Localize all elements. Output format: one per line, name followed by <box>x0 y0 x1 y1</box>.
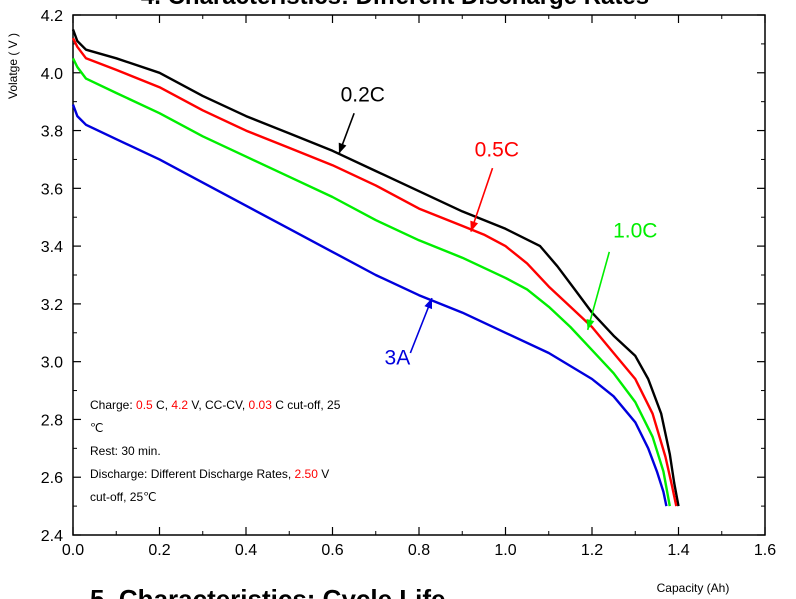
annotation-layer: 0.2C 0.5C 1.0C 3A <box>338 84 657 370</box>
note-segment: ℃ <box>90 421 103 435</box>
y-tick-label: 2.4 <box>41 528 63 545</box>
note-segment: Charge: <box>90 398 136 412</box>
y-tick-label: 3.8 <box>41 124 63 141</box>
bottom-section-heading: 5. Characteristics: Cycle Life <box>90 584 446 599</box>
annotation-arrowhead-0-2c <box>338 142 347 154</box>
series-line-0-5c <box>71 37 678 507</box>
note-segment: C cut-off, 25 <box>272 398 341 412</box>
x-tick-label: 0.6 <box>321 542 343 559</box>
test-conditions-note: Charge: 0.5 C, 4.2 V, CC-CV, 0.03 C cut-… <box>90 398 341 504</box>
note-segment: C, <box>153 398 172 412</box>
series-line-1-0c <box>71 57 671 507</box>
y-tick-label: 2.6 <box>41 470 63 487</box>
note-segment: 0.03 <box>249 398 273 412</box>
y-tick-label: 2.8 <box>41 412 63 429</box>
y-tick-label: 3.4 <box>41 239 63 256</box>
note-segment: Discharge: Different Discharge Rates, <box>90 467 295 481</box>
series-layer <box>71 28 680 507</box>
annotation-arrow-1-0c <box>586 251 611 331</box>
x-tick-label: 0.2 <box>148 542 170 559</box>
y-tick-label: 3.6 <box>41 181 63 198</box>
note-segment: cut-off, 25℃ <box>90 490 157 504</box>
y-tick-label: 3.2 <box>41 297 63 314</box>
series-label-1-0c: 1.0C <box>613 219 657 242</box>
y-tick-label: 4.0 <box>41 66 63 83</box>
x-tick-label: 0.4 <box>235 542 257 559</box>
x-tick-label: 0.8 <box>408 542 430 559</box>
annotation-arrowhead-0-5c <box>470 220 479 232</box>
x-tick-label: 1.2 <box>581 542 603 559</box>
axes: 0.0 0.2 0.4 0.6 0.8 1.0 1.2 1.4 1.6 2.4 2.6 2.8 3.0 3… <box>41 8 776 559</box>
note-segment: 4.2 <box>171 398 188 412</box>
note-segment: 2.50 <box>295 467 319 481</box>
plot-frame <box>72 14 766 536</box>
x-tick-label: 1.6 <box>754 542 776 559</box>
series-line-0-2c <box>71 28 680 507</box>
series-label-3a: 3A <box>385 347 411 370</box>
y-axis-title: Volatge ( V ) <box>6 33 20 99</box>
x-tick-label: 1.4 <box>667 542 689 559</box>
y-tick-label: 3.0 <box>41 355 63 372</box>
top-section-heading: 4. Characteristics: Different Discharge … <box>141 0 649 10</box>
series-line-3a <box>71 104 668 507</box>
annotation-arrow-0-5c <box>470 167 494 232</box>
series-label-0-2c: 0.2C <box>341 84 385 107</box>
annotation-arrowhead-1-0c <box>586 318 595 330</box>
note-segment: V <box>318 467 329 481</box>
x-axis-title: Capacity (Ah) <box>657 581 730 595</box>
x-tick-label: 0.0 <box>62 542 84 559</box>
series-label-0-5c: 0.5C <box>475 139 519 162</box>
annotation-arrowhead-3a <box>424 298 433 310</box>
note-segment: V, CC-CV, <box>188 398 248 412</box>
x-tick-label: 1.0 <box>494 542 516 559</box>
note-segment: Rest: 30 min. <box>90 444 161 458</box>
y-tick-label: 4.2 <box>41 8 63 25</box>
note-segment: 0.5 <box>136 398 153 412</box>
